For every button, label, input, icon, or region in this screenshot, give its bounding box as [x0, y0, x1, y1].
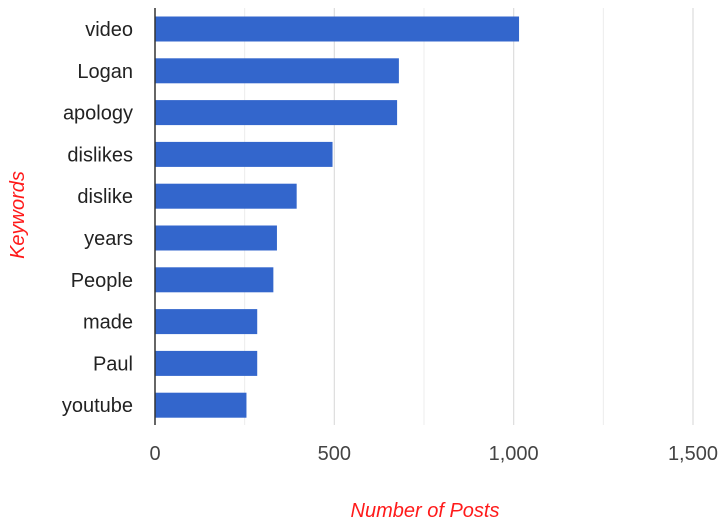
category-label: video	[85, 19, 133, 41]
category-label: youtube	[62, 395, 133, 417]
category-label: apology	[63, 103, 133, 125]
bar-dislike	[155, 183, 297, 209]
bar-apology	[155, 100, 398, 126]
y-axis-title: Keywords	[7, 171, 29, 259]
category-label: made	[83, 312, 133, 334]
x-tick-label: 500	[318, 443, 351, 465]
category-label: People	[71, 270, 133, 292]
category-label: Paul	[93, 353, 133, 375]
x-tick-label: 1,000	[489, 443, 539, 465]
labels: video Logan apology dislikes dislike years Peo…	[62, 19, 718, 465]
category-label: dislike	[77, 186, 133, 208]
x-tick-label: 0	[149, 443, 160, 465]
bar-youtube	[155, 392, 247, 418]
x-axis-title: Number of Posts	[351, 500, 500, 522]
bar-video	[155, 16, 520, 42]
bar-paul	[155, 350, 258, 376]
bar-dislikes	[155, 141, 333, 167]
category-label: Logan	[77, 61, 133, 83]
bar-people	[155, 267, 274, 293]
bar-made	[155, 309, 258, 335]
bar-logan	[155, 58, 399, 84]
category-label: years	[84, 228, 133, 250]
x-tick-label: 1,500	[668, 443, 718, 465]
bar-years	[155, 225, 277, 251]
category-label: dislikes	[67, 144, 133, 166]
bars	[155, 16, 520, 418]
